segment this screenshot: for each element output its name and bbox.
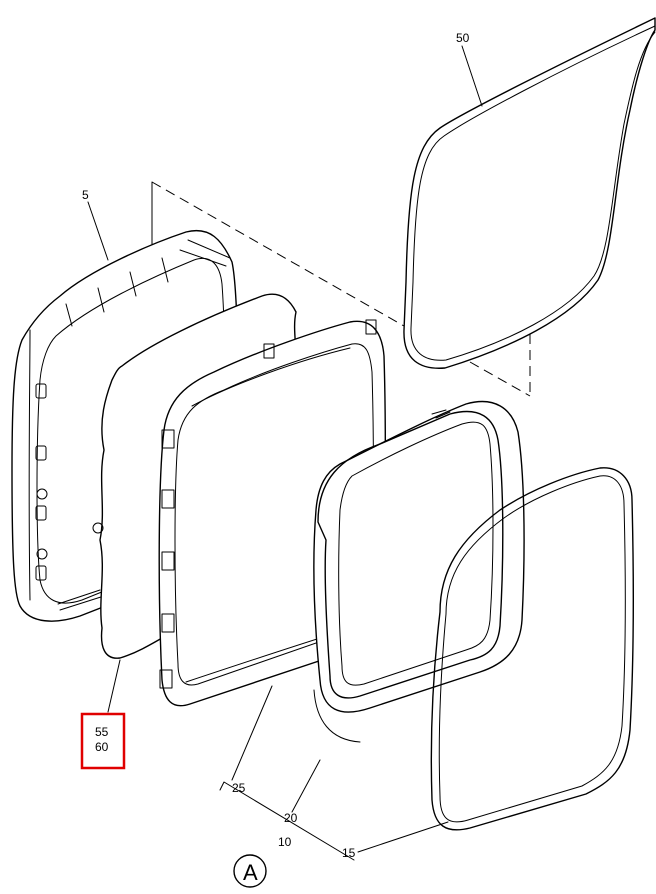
part-50-window-pane <box>403 17 656 369</box>
callout-50: 50 <box>456 31 470 45</box>
leader-lines <box>87 45 483 861</box>
view-label-a: A <box>233 854 267 888</box>
callout-10: 10 <box>278 835 292 849</box>
callout-55: 55 <box>95 725 109 739</box>
highlight-box-55-60[interactable] <box>80 712 126 770</box>
callout-15: 15 <box>342 846 356 860</box>
callout-5: 5 <box>82 188 89 202</box>
view-label-a-text: A <box>243 860 258 885</box>
part-15-seal-ring <box>430 467 635 831</box>
callout-60: 60 <box>95 740 109 754</box>
part-20-trim-ring <box>313 400 525 743</box>
callout-25: 25 <box>232 781 246 795</box>
callout-20: 20 <box>284 811 298 825</box>
